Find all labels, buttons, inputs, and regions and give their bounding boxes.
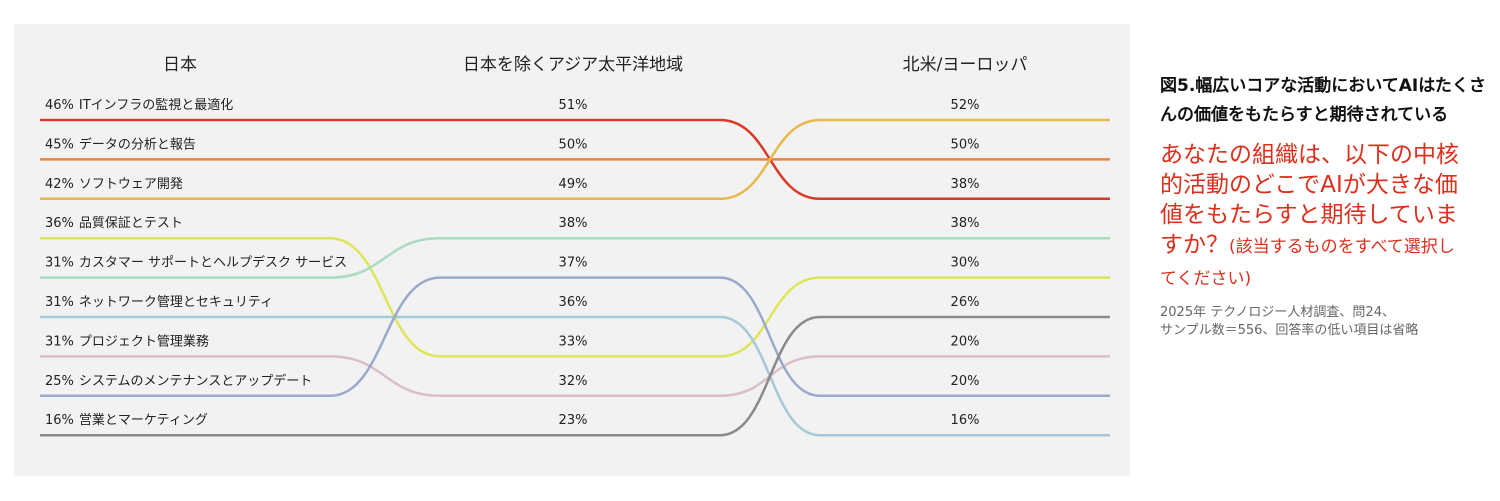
- value-label: 16%: [951, 413, 980, 428]
- value-label: 50%: [559, 137, 588, 152]
- value-label: 31%: [45, 334, 74, 349]
- value-label: 25%: [45, 374, 74, 389]
- column-header: 日本: [163, 55, 197, 75]
- value-label: 33%: [559, 334, 588, 349]
- value-label: 42%: [45, 177, 74, 192]
- slope-line: [40, 118, 1110, 201]
- value-label: 50%: [951, 137, 980, 152]
- value-label: 52%: [951, 98, 980, 113]
- question: あなたの組織は、以下の中核的活動のどこでAIが大きな価値をもたらすと期待していま…: [1160, 140, 1470, 294]
- chart: 日本 日本を除くアジア太平洋地域 北米/ヨーロッパ 46% ITインフラの監視と最適化 5…: [14, 24, 1130, 476]
- slope-line: [40, 236, 1110, 358]
- slope-line: [40, 355, 1110, 398]
- column-header: 北米/ヨーロッパ: [903, 55, 1028, 75]
- source-note: 2025年 テクノロジー人材調査、問24、 サンプル数＝556、回答率の低い項目…: [1160, 304, 1490, 340]
- value-label: 36%: [559, 295, 588, 310]
- category-label: 31% プロジェクト管理業務: [45, 333, 209, 349]
- value-label: 16%: [45, 413, 74, 428]
- value-label: 45%: [45, 137, 74, 152]
- source-line: 2025年 テクノロジー人材調査、問24、: [1160, 305, 1395, 320]
- category-name: 品質保証とテスト: [79, 216, 183, 231]
- category-label: 31% カスタマー サポートとヘルプデスク サービス: [45, 255, 347, 271]
- category-label: 46% ITインフラの監視と最適化: [45, 97, 233, 113]
- value-label: 37%: [559, 256, 588, 271]
- category-label: 45% データの分析と報告: [45, 136, 196, 152]
- category-name: カスタマー サポートとヘルプデスク サービス: [79, 255, 347, 271]
- value-label: 46%: [45, 98, 74, 113]
- value-label: 30%: [951, 256, 980, 271]
- value-label: 23%: [559, 413, 588, 428]
- category-name: ソフトウェア開発: [79, 177, 183, 192]
- chart-background: [14, 24, 1130, 476]
- question-text: あなたの組織は、以下の中核的活動のどこでAIが大きな価値をもたらすと期待していま…: [1160, 142, 1459, 258]
- value-label: 49%: [559, 177, 588, 192]
- category-name: 営業とマーケティング: [79, 412, 208, 428]
- value-label: 51%: [559, 98, 588, 113]
- category-label: 16% 営業とマーケティング: [45, 412, 208, 428]
- chart-title: 図5.幅広いコアな活動においてAIはたくさんの価値をもたらすと期待されている: [1160, 76, 1486, 125]
- category-name: ITインフラの監視と最適化: [79, 97, 233, 113]
- category-name: データの分析と報告: [79, 136, 196, 152]
- value-label: 31%: [45, 295, 74, 310]
- value-label: 20%: [951, 334, 980, 349]
- category-name: システムのメンテナンスとアップデート: [79, 373, 312, 389]
- category-label: 25% システムのメンテナンスとアップデート: [45, 373, 312, 389]
- value-label: 20%: [951, 374, 980, 389]
- category-label: 36% 品質保証とテスト: [45, 216, 183, 231]
- category-name: プロジェクト管理業務: [79, 333, 209, 349]
- value-label: 31%: [45, 256, 74, 271]
- category-label: 31% ネットワーク管理とセキュリティ: [45, 295, 273, 310]
- value-label: 32%: [559, 374, 588, 389]
- side-panel: 図5.幅広いコアな活動においてAIはたくさんの価値をもたらすと期待されている あ…: [1160, 72, 1490, 340]
- category-label: 42% ソフトウェア開発: [45, 177, 183, 192]
- slope-line: [40, 276, 1110, 398]
- value-label: 36%: [45, 216, 74, 231]
- value-label: 26%: [951, 295, 980, 310]
- value-label: 38%: [559, 216, 588, 231]
- slope-line: [40, 315, 1110, 437]
- source-line: サンプル数＝556、回答率の低い項目は省略: [1160, 323, 1419, 338]
- question-note: (該当するものをすべて選択してください): [1160, 237, 1455, 289]
- column-header: 日本を除くアジア太平洋地域: [463, 55, 683, 75]
- slope-line: [40, 118, 1110, 201]
- slope-line: [40, 315, 1110, 437]
- category-name: ネットワーク管理とセキュリティ: [79, 295, 273, 310]
- value-label: 38%: [951, 177, 980, 192]
- slope-line: [40, 236, 1110, 279]
- value-label: 38%: [951, 216, 980, 231]
